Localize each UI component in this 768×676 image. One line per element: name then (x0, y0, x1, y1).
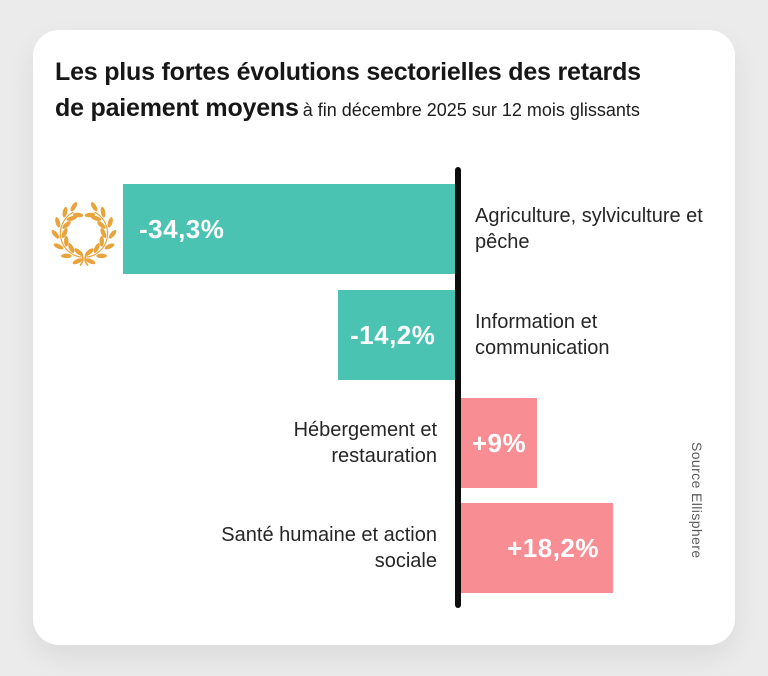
title-line-2: de paiement moyens (55, 94, 299, 123)
bar-chart: -34,3% Agriculture, sylviculture et pêch… (33, 30, 735, 645)
bar-category-label: Santé humaine et action sociale (221, 523, 437, 572)
bar-category-label: Information et communication (475, 310, 610, 359)
bar-information-communication: -14,2% (338, 290, 455, 380)
bar-hebergement-restauration: +9% (461, 398, 537, 488)
bar-value-label: -14,2% (350, 319, 436, 350)
chart-card: Les plus fortes évolutions sectorielles … (33, 30, 735, 645)
laurel-wreath-icon (48, 196, 120, 268)
title-line-1: Les plus fortes évolutions sectorielles … (55, 58, 641, 86)
bar-category-label: Agriculture, sylviculture et pêche (475, 204, 703, 253)
chart-subtitle: à fin décembre 2025 sur 12 mois glissant… (302, 100, 640, 121)
bar-agriculture: -34,3% (123, 184, 455, 274)
bar-category-label: Hébergement et restauration (293, 418, 437, 467)
bar-value-label: -34,3% (139, 213, 225, 244)
page-title: Les plus fortes évolutions sectorielles … (55, 54, 727, 127)
source-credit: Source Ellisphere (689, 442, 705, 559)
bar-sante-action-sociale: +18,2% (461, 503, 613, 593)
bar-value-label: +18,2% (507, 532, 599, 563)
zero-axis-line (455, 167, 461, 608)
bar-value-label: +9% (471, 427, 527, 458)
